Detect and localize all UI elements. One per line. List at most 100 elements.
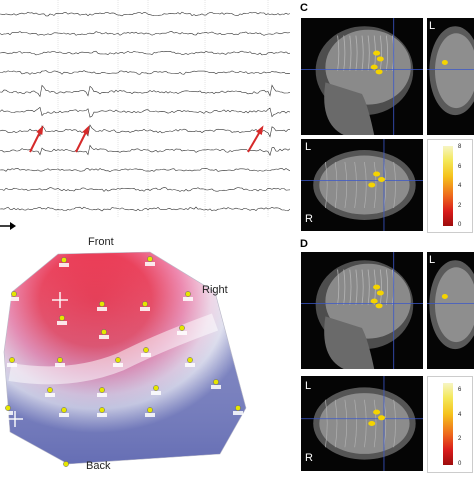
time-axis-arrow xyxy=(0,222,16,230)
gyrus-line xyxy=(361,35,364,71)
gyrus-line xyxy=(383,161,387,209)
gyrus-line xyxy=(383,399,387,448)
electrode-marker xyxy=(45,387,55,397)
activation-cluster xyxy=(368,182,376,188)
electrode-marker xyxy=(97,301,107,311)
eeg-channel-trace xyxy=(0,50,290,56)
mri-coronal-d: L xyxy=(427,252,474,369)
gyrus-line xyxy=(334,161,338,209)
electrode-marker xyxy=(3,405,13,415)
electrode-marker xyxy=(97,407,107,417)
gyrus-line xyxy=(343,35,346,71)
brain-tissue xyxy=(325,29,411,105)
colorbar-tick-label: 4 xyxy=(458,183,462,189)
colorbar-tick-label: 0 xyxy=(458,461,462,467)
electrode-marker xyxy=(185,357,195,367)
gyrus-line xyxy=(355,35,358,71)
crosshair-marker-front xyxy=(52,292,68,308)
activation-cluster xyxy=(375,303,383,309)
mri-axial-c: L R xyxy=(301,139,423,231)
activation-cluster xyxy=(378,415,386,421)
colorbar-tick-label: 4 xyxy=(458,411,462,418)
gyrus-line xyxy=(386,269,389,305)
gyrus-line xyxy=(354,399,357,448)
eeg-channel-trace xyxy=(0,106,290,118)
activation-cluster xyxy=(376,290,384,296)
electrode-marker xyxy=(99,329,109,339)
crosshair-marker-back xyxy=(7,411,23,427)
spike-arrow xyxy=(29,125,44,153)
mri-left-marker: L xyxy=(305,141,312,153)
gyrus-line xyxy=(379,35,382,71)
activation-cluster xyxy=(441,59,448,65)
brain-tissue xyxy=(434,33,474,109)
electrode-marker xyxy=(145,407,155,417)
mri-left-marker: L xyxy=(429,20,436,32)
eeg-channel-trace xyxy=(0,11,290,17)
gyrus-line xyxy=(393,161,396,209)
electrode-marker xyxy=(97,387,107,397)
gyrus-line xyxy=(344,161,348,209)
gyrus-line xyxy=(349,35,352,71)
electrode-marker xyxy=(177,325,187,335)
gyrus-line xyxy=(373,399,377,448)
gyrus-line xyxy=(364,399,367,448)
gyrus-line xyxy=(334,399,338,448)
brain-tissue xyxy=(325,263,411,339)
eeg-channel-trace xyxy=(0,124,290,138)
topomap-back-label: Back xyxy=(86,460,111,472)
mri-coronal-c: L xyxy=(427,18,474,135)
panel-d-label: D xyxy=(300,238,308,250)
electrode-marker xyxy=(57,315,67,325)
mri-sagittal-c xyxy=(301,18,423,135)
gyrus-line xyxy=(337,269,340,305)
mri-left-marker: L xyxy=(429,254,436,266)
mri-right-marker: R xyxy=(305,213,313,225)
eeg-channel-trace xyxy=(0,84,290,98)
gyrus-line xyxy=(325,399,328,448)
eeg-trace-panel xyxy=(0,0,290,230)
mri-right-marker: R xyxy=(305,452,313,464)
panel-c-label: C xyxy=(300,2,308,14)
activation-cluster xyxy=(375,69,383,75)
colorbar-tick-label: 2 xyxy=(458,202,462,209)
eeg-channel-trace xyxy=(0,187,290,192)
electrode-marker xyxy=(151,385,161,395)
eeg-channel-trace xyxy=(0,144,290,157)
spike-arrow xyxy=(247,125,264,153)
activation-cluster xyxy=(373,50,381,56)
electrode-marker xyxy=(233,405,243,415)
activation-cluster xyxy=(370,64,378,70)
electrode-marker xyxy=(140,301,150,311)
gyrus-line xyxy=(354,161,357,209)
brain-tissue xyxy=(319,393,410,454)
gyrus-line xyxy=(325,161,328,209)
colorbar-gradient xyxy=(443,146,453,226)
eeg-channel-trace xyxy=(0,206,290,212)
face-neck xyxy=(324,82,375,135)
eeg-channel-trace xyxy=(0,167,290,173)
colorbar-gradient xyxy=(443,383,453,465)
activation-cluster xyxy=(373,409,381,415)
colorbar-tick-label: 8 xyxy=(458,144,462,150)
activation-cluster xyxy=(441,293,448,299)
spike-arrow xyxy=(75,125,90,153)
mri-sagittal-d xyxy=(301,252,423,369)
electrode-marker xyxy=(211,379,221,389)
topomap-front-label: Front xyxy=(88,236,114,248)
gyrus-line xyxy=(355,269,358,305)
gyrus-line xyxy=(344,399,348,448)
electrode-marker xyxy=(59,257,69,267)
gyrus-line xyxy=(367,269,370,305)
topomap-right-label: Right xyxy=(202,284,228,296)
gyrus-line xyxy=(337,35,340,71)
activation-cluster xyxy=(373,171,381,177)
brain-tissue xyxy=(434,267,474,343)
gyrus-line xyxy=(343,269,346,305)
electrode-marker xyxy=(113,357,123,367)
eeg-channel-trace xyxy=(0,70,290,75)
colorbar-tick-label: 2 xyxy=(458,436,462,443)
colorbar-tick-label: 6 xyxy=(458,387,462,393)
colorbar-d: 6 4 2 0 xyxy=(427,376,473,473)
gyrus-line xyxy=(379,269,382,305)
